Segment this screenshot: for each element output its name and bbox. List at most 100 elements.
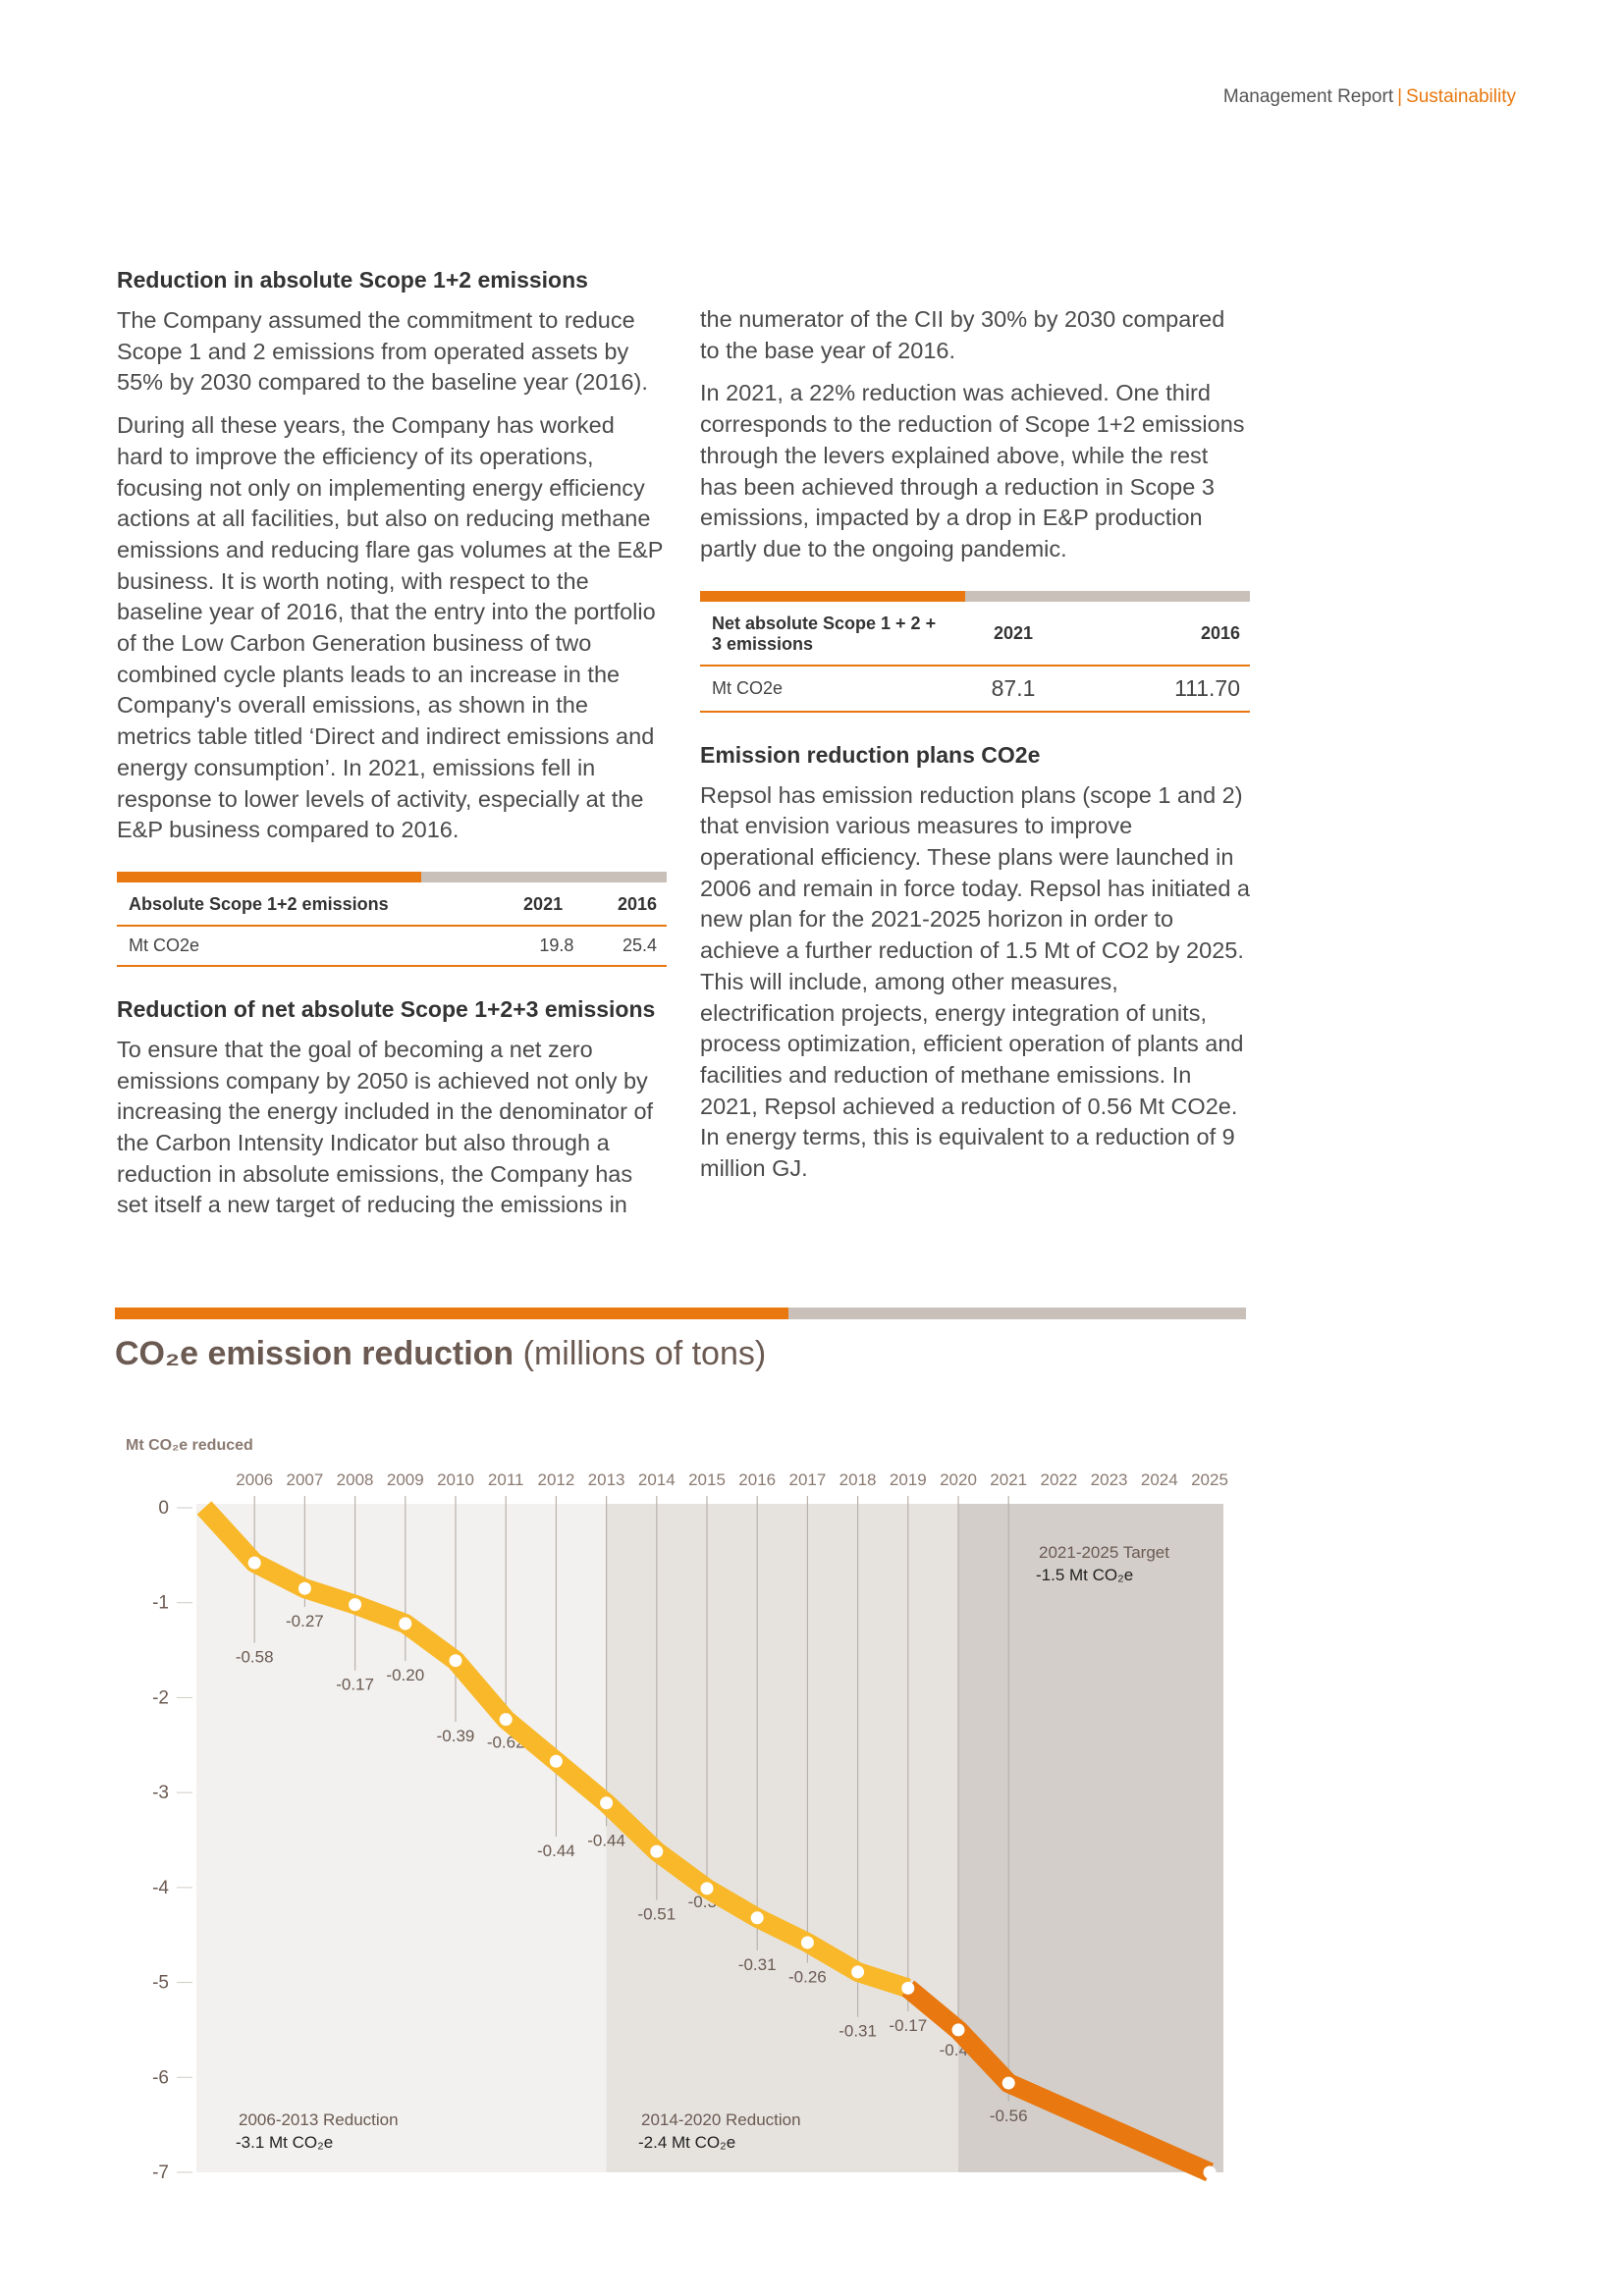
data-point bbox=[851, 1965, 865, 1979]
header-separator: | bbox=[1397, 86, 1403, 107]
header-section: Sustainability bbox=[1406, 86, 1516, 107]
table-header: Absolute Scope 1+2 emissions bbox=[117, 881, 501, 927]
y-tick-label: -4 bbox=[152, 1878, 169, 1898]
period-value: -1.5 Mt CO₂e bbox=[1036, 1566, 1133, 1584]
value-label: -0.27 bbox=[286, 1612, 324, 1630]
data-point bbox=[349, 1598, 362, 1612]
table-header-year: 2016 bbox=[583, 881, 667, 927]
data-point bbox=[549, 1754, 563, 1768]
value-label: -0.31 bbox=[839, 2022, 877, 2041]
year-label: 2015 bbox=[688, 1470, 726, 1489]
data-point bbox=[1001, 2076, 1015, 2090]
year-label: 2020 bbox=[940, 1470, 977, 1489]
year-label: 2016 bbox=[738, 1470, 776, 1489]
data-point bbox=[650, 1844, 664, 1858]
data-point bbox=[499, 1713, 513, 1727]
year-label: 2009 bbox=[387, 1470, 424, 1489]
year-label: 2007 bbox=[286, 1470, 323, 1489]
y-tick-label: -7 bbox=[152, 2163, 169, 2183]
data-point bbox=[298, 1581, 311, 1595]
band-2021-2025 bbox=[958, 1504, 1223, 2172]
table-header-year: 2021 bbox=[500, 881, 584, 927]
table-header-year: 2021 bbox=[947, 601, 1078, 667]
data-point bbox=[800, 1936, 814, 1949]
period-value: -2.4 Mt CO₂e bbox=[638, 2133, 735, 2152]
y-tick-label: -6 bbox=[152, 2067, 169, 2088]
year-label: 2021 bbox=[990, 1470, 1027, 1489]
reduction-line-2019-2025 bbox=[901, 1980, 1215, 2182]
period-value: -3.1 Mt CO₂e bbox=[236, 2133, 333, 2152]
year-label: 2008 bbox=[337, 1470, 374, 1489]
chart-title-bold: CO₂e emission reduction bbox=[115, 1335, 514, 1372]
data-point bbox=[901, 1981, 915, 1995]
year-label: 2024 bbox=[1141, 1470, 1178, 1489]
year-label: 2018 bbox=[839, 1470, 877, 1489]
chart-title-unit: (millions of tons) bbox=[522, 1335, 767, 1372]
y-tick-label: -2 bbox=[152, 1687, 169, 1708]
y-tick-label: 0 bbox=[158, 1498, 169, 1519]
paragraph: the numerator of the CII by 30% by 2030 … bbox=[700, 306, 1225, 363]
value-label: -0.17 bbox=[889, 2016, 927, 2035]
value-label: -0.20 bbox=[386, 1666, 424, 1684]
page-header: Management Report | Sustainability bbox=[1223, 86, 1516, 108]
y-axis-label: Mt CO₂e reduced bbox=[126, 1437, 253, 1454]
data-point bbox=[449, 1654, 462, 1668]
year-label: 2014 bbox=[638, 1470, 676, 1489]
year-label: 2017 bbox=[788, 1470, 826, 1489]
data-point bbox=[700, 1882, 714, 1896]
year-label: 2022 bbox=[1040, 1470, 1077, 1489]
table-value: 87.1 bbox=[947, 665, 1078, 713]
y-tick-label: -5 bbox=[152, 1973, 169, 1994]
table-scope12: Absolute Scope 1+2 emissions 2021 2016 M… bbox=[117, 871, 667, 967]
value-label: -0.44 bbox=[537, 1842, 575, 1860]
year-label: 2025 bbox=[1191, 1470, 1228, 1489]
data-point bbox=[247, 1556, 261, 1570]
year-label: 2011 bbox=[488, 1470, 524, 1489]
table-unit: Mt CO2e bbox=[700, 665, 947, 713]
chart-section: CO₂e emission reduction (millions of ton… bbox=[115, 1308, 1246, 1373]
year-label: 2006 bbox=[236, 1470, 273, 1489]
paragraph: To ensure that the goal of becoming a ne… bbox=[117, 1036, 654, 1218]
right-column: the numerator of the CII by 30% by 2030 … bbox=[700, 304, 1250, 1197]
y-tick-label: -1 bbox=[152, 1593, 169, 1614]
year-label: 2010 bbox=[437, 1470, 474, 1489]
emission-reduction-chart: Mt CO₂e reduced 0 -1 -2 -3 -4 -5 -6 -7 2006 2007 20… bbox=[126, 1437, 1228, 2183]
paragraph: In 2021, a 22% reduction was achieved. O… bbox=[700, 380, 1245, 561]
value-label: -0.56 bbox=[990, 2107, 1028, 2125]
value-label: -0.58 bbox=[236, 1648, 274, 1667]
table-value: 19.8 bbox=[500, 925, 584, 967]
year-label: 2023 bbox=[1091, 1470, 1128, 1489]
value-label: -0.44 bbox=[587, 1831, 625, 1849]
table-value: 25.4 bbox=[583, 925, 667, 967]
paragraph: Repsol has emission reduction plans (sco… bbox=[700, 781, 1250, 1182]
value-label: -0.39 bbox=[437, 1727, 475, 1745]
heading-reduction-plans: Emission reduction plans CO2e bbox=[700, 741, 1041, 768]
value-label: -0.26 bbox=[788, 1968, 827, 1987]
table-header-year: 2016 bbox=[1077, 601, 1250, 667]
data-point bbox=[600, 1796, 614, 1810]
heading-scope12: Reduction in absolute Scope 1+2 emission… bbox=[117, 267, 588, 293]
table-net-scope123: Net absolute Scope 1 + 2 + 3 emissions 2… bbox=[700, 590, 1250, 713]
left-column: Reduction in absolute Scope 1+2 emission… bbox=[117, 267, 667, 1233]
band-2014-2020 bbox=[606, 1504, 958, 2172]
year-label: 2013 bbox=[588, 1470, 625, 1489]
band-2006-2013 bbox=[196, 1504, 607, 2172]
heading-scope123: Reduction of net absolute Scope 1+2+3 em… bbox=[117, 995, 656, 1022]
chart-title: CO₂e emission reduction (millions of ton… bbox=[115, 1335, 1246, 1373]
data-point bbox=[951, 2023, 965, 2037]
y-tick-label: -3 bbox=[152, 1783, 169, 1803]
period-label: 2021-2025 Target bbox=[1039, 1543, 1169, 1562]
data-point bbox=[750, 1911, 764, 1925]
value-label: -0.51 bbox=[637, 1905, 676, 1924]
data-point bbox=[1203, 2165, 1217, 2179]
table-header: Net absolute Scope 1 + 2 + 3 emissions bbox=[700, 601, 947, 667]
table-value: 111.70 bbox=[1077, 665, 1250, 713]
period-label: 2014-2020 Reduction bbox=[641, 2110, 801, 2129]
period-label: 2006-2013 Reduction bbox=[239, 2110, 399, 2129]
header-report: Management Report bbox=[1222, 86, 1394, 107]
value-label: -0.31 bbox=[738, 1955, 777, 1974]
data-point bbox=[399, 1617, 412, 1630]
year-label: 2012 bbox=[537, 1470, 574, 1489]
table-unit: Mt CO2e bbox=[117, 925, 501, 967]
year-label: 2019 bbox=[890, 1470, 927, 1489]
